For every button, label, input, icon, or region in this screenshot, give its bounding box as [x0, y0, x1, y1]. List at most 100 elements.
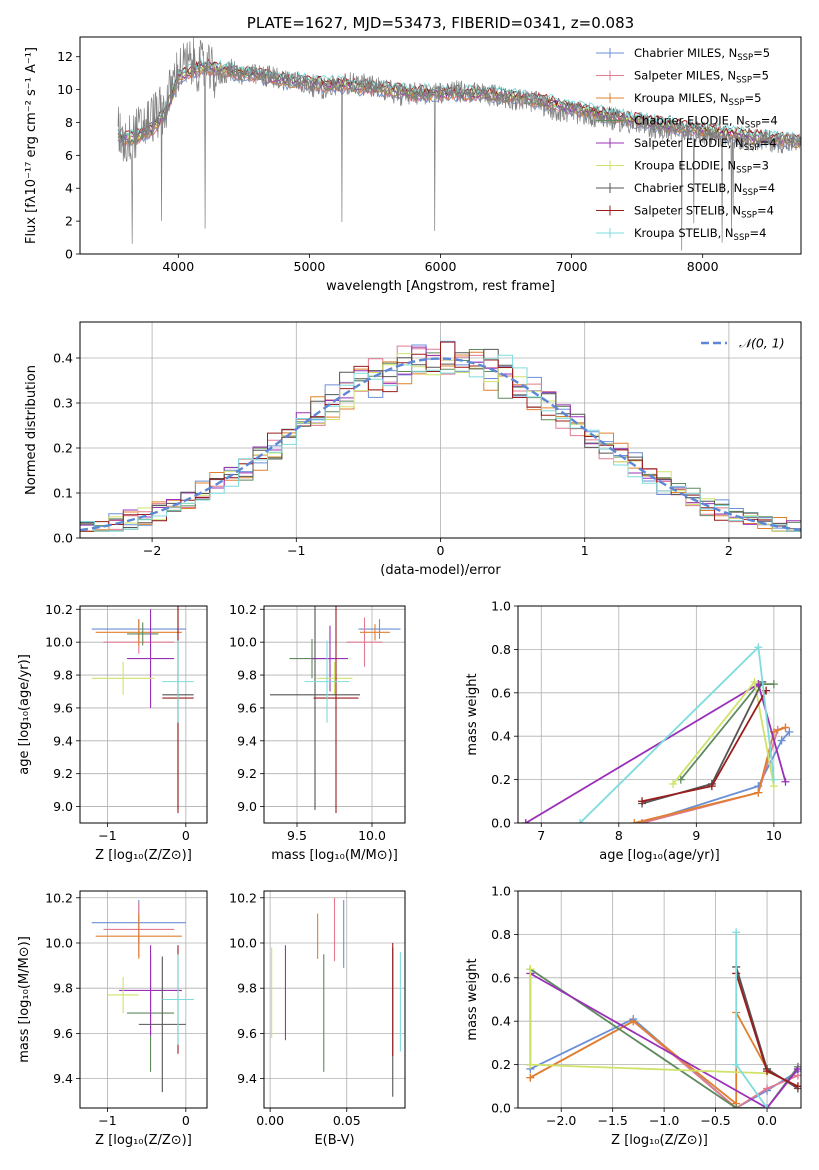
x-tick-label: 10.0 — [358, 828, 386, 843]
y-tick-label: 9.2 — [53, 766, 73, 781]
x-axis-label: (data-model)/error — [380, 563, 501, 578]
plot-area — [264, 606, 405, 823]
y-tick-label: 9.4 — [53, 733, 73, 748]
y-tick-label: 9.8 — [237, 668, 257, 683]
panel-age-vs-z: −1 0 9.0 9.2 9.4 9.6 9.8 10.0 10.2 Z [log₁₀(Z/Z⊙)… — [17, 602, 208, 863]
x-tick-label: 6000 — [425, 259, 457, 274]
histogram-8 — [80, 341, 801, 532]
y-axis-label: mass weight — [465, 673, 480, 755]
weight-point-marker — [526, 1073, 535, 1082]
legend-label: Kroupa ELODIE, NSSP=3 — [634, 159, 769, 176]
legend-label: Chabrier STELIB, NSSP=4 — [634, 181, 775, 198]
panel-weight-vs-z: −2.0 −1.5 −1.0 −0.5 0.0 0.0 0.2 0.4 0.6 0.8 1.0 Z [… — [465, 884, 802, 1148]
y-tick-label: 0.8 — [491, 642, 511, 657]
y-tick-label: 0.0 — [491, 816, 511, 831]
data-spectrum — [117, 37, 801, 251]
x-axis-label: Z [log₁₀(Z/Z⊙)] — [95, 1133, 192, 1148]
y-tick-label: 4 — [65, 181, 73, 196]
y-tick-label: 9.6 — [53, 1026, 73, 1041]
y-tick-label: 12 — [57, 49, 73, 64]
weight-point-marker — [676, 775, 685, 784]
panel-age-vs-mass: 9.5 10.0 9.0 9.2 9.4 9.6 9.8 10.0 10.2 mass [log₁… — [229, 602, 406, 863]
y-tick-label: 9.2 — [237, 766, 257, 781]
weight-point-marker — [750, 677, 759, 686]
histogram-9 — [80, 354, 801, 532]
weight-point-marker — [732, 1104, 741, 1108]
x-tick-label: 4000 — [162, 259, 194, 274]
y-tick-label: 0.2 — [491, 1057, 511, 1072]
legend-label: 𝒩(0, 1) — [739, 336, 785, 351]
weight-line-3 — [634, 726, 786, 823]
x-tick-label: 7 — [537, 828, 545, 843]
y-tick-label: 9.6 — [237, 700, 257, 715]
x-tick-label: −0.5 — [700, 1113, 730, 1128]
weight-point-marker — [763, 1084, 772, 1093]
y-axis-label: mass [log₁₀(M/M⊙)] — [17, 936, 32, 1063]
y-axis-label: mass weight — [465, 958, 480, 1040]
x-tick-label: 5000 — [294, 259, 326, 274]
weight-point-marker — [769, 680, 778, 689]
weight-point-marker — [781, 777, 790, 786]
axes-frame — [79, 321, 802, 539]
y-tick-label: 8 — [65, 115, 73, 130]
legend-label: Chabrier ELODIE, NSSP=4 — [634, 114, 778, 131]
y-tick-label: 0.1 — [53, 486, 73, 501]
legend-label: Kroupa MILES, NSSP=5 — [634, 91, 761, 108]
weight-point-marker — [521, 819, 530, 823]
y-axis-label: Flux [fλ10⁻¹⁷ erg cm⁻² s⁻¹ A⁻¹] — [24, 47, 39, 244]
y-tick-label: 0.6 — [491, 970, 511, 985]
y-tick-label: 0.6 — [491, 685, 511, 700]
y-tick-label: 10.2 — [45, 602, 73, 617]
weight-point-marker — [576, 819, 585, 823]
y-tick-label: 10.0 — [45, 935, 73, 950]
weight-point-marker — [526, 1060, 535, 1069]
x-tick-label: 0.0 — [757, 1113, 777, 1128]
model-spectrum-4 — [117, 66, 801, 148]
x-tick-label: 1 — [581, 543, 589, 558]
weight-point-marker — [629, 1017, 638, 1026]
legend-label: Chabrier MILES, NSSP=5 — [634, 46, 770, 63]
plot-area — [518, 891, 801, 1108]
weight-line-4 — [680, 683, 774, 781]
x-axis-label: wavelength [Angstrom, rest frame] — [326, 279, 555, 294]
y-tick-label: 10.2 — [229, 890, 257, 905]
weight-point-marker — [754, 643, 763, 652]
x-tick-label: 10 — [766, 828, 782, 843]
y-tick-label: 1.0 — [491, 599, 511, 614]
x-tick-label: 9.5 — [287, 828, 307, 843]
y-tick-label: 9.4 — [237, 1071, 257, 1086]
y-tick-label: 0 — [65, 247, 73, 262]
y-tick-label: 9.4 — [237, 733, 257, 748]
x-tick-label: −1.5 — [597, 1113, 627, 1128]
normal-curve — [80, 357, 801, 532]
y-tick-label: 9.8 — [237, 981, 257, 996]
weight-point-marker — [707, 782, 716, 791]
x-axis-label: Z [log₁₀(Z/Z⊙)] — [611, 1133, 708, 1148]
weight-point-marker — [777, 736, 786, 745]
y-tick-label: 9.8 — [53, 981, 73, 996]
panel-mass-vs-z: −1 0 9.4 9.6 9.8 10.0 10.2 Z [log₁₀(Z/Z⊙)] mass … — [17, 890, 208, 1148]
weight-point-marker — [732, 1060, 741, 1069]
plot-area — [80, 891, 207, 1108]
y-tick-label: 2 — [65, 214, 73, 229]
y-axis-label: Normed distribution — [24, 365, 39, 495]
x-tick-label: 0 — [182, 828, 190, 843]
x-tick-label: 8000 — [687, 259, 719, 274]
axes-frame — [263, 890, 406, 1109]
plot-area — [80, 322, 801, 538]
x-tick-label: 0 — [182, 1113, 190, 1128]
weight-point-marker — [781, 723, 790, 732]
panel-spectrum: 4000 5000 6000 7000 8000 0 2 4 6 8 10 12 wavelength … — [24, 14, 802, 294]
y-tick-label: 10.0 — [45, 635, 73, 650]
panel-residuals: −2 −1 0 1 2 0.0 0.1 0.2 0.3 0.4 (data-model)/error… — [24, 321, 802, 578]
plot-area — [80, 606, 207, 823]
axes-frame — [79, 890, 208, 1109]
weight-point-marker — [526, 965, 535, 974]
axes-frame — [79, 605, 208, 824]
y-tick-label: 0.3 — [53, 396, 73, 411]
x-tick-label: 7000 — [556, 259, 588, 274]
y-tick-label: 1.0 — [491, 884, 511, 899]
x-tick-label: −2.0 — [546, 1113, 576, 1128]
y-tick-label: 0.4 — [53, 351, 73, 366]
axes-frame — [263, 605, 406, 824]
